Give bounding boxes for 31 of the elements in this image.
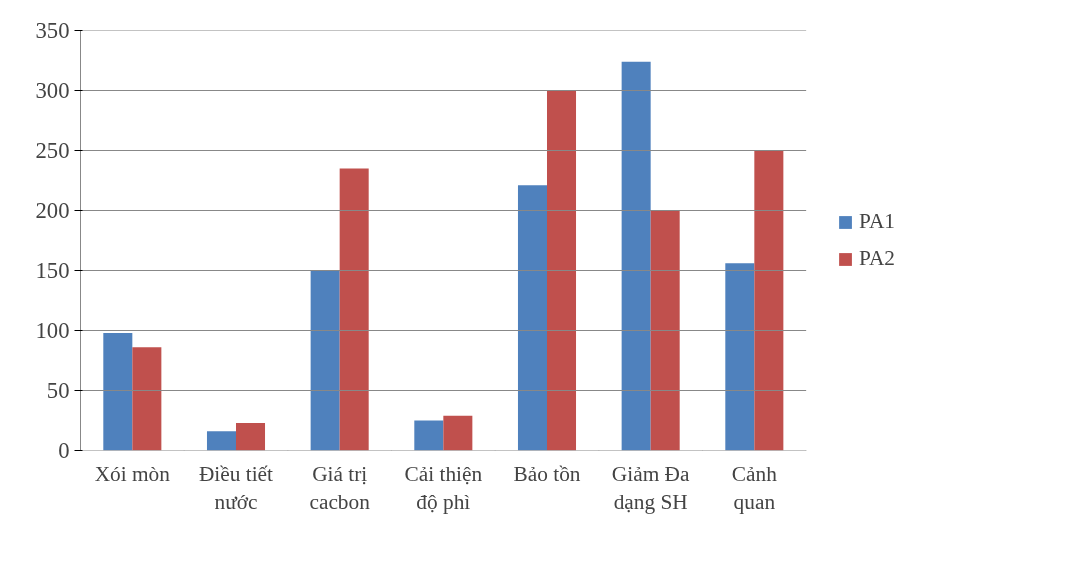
bar: [236, 422, 266, 451]
x-tick-label: Điều tiết nước: [198, 461, 274, 515]
bar: [339, 168, 369, 451]
x-tick-label: Giảm Đa dạng SH: [611, 461, 690, 515]
x-tick-label: Bảo tồn: [513, 461, 581, 486]
x-tick-label: Giá trị cacbon: [309, 461, 371, 515]
bar: [414, 420, 444, 451]
legend-label: PA2: [859, 246, 895, 271]
x-tick-label: Xói mòn: [94, 461, 171, 486]
bar: [621, 61, 651, 451]
y-tick-label: 50: [46, 378, 70, 403]
bar: [310, 270, 340, 451]
y-tick-label: 250: [35, 138, 70, 163]
x-tick-label: Cảnh quan: [731, 461, 778, 515]
bar: [206, 431, 236, 451]
x-tick-label: Cải thiện độ phì: [404, 461, 483, 515]
bar: [725, 263, 755, 451]
y-tick-label: 200: [35, 198, 70, 223]
y-tick-label: 350: [35, 18, 70, 43]
bar: [650, 210, 680, 451]
bar: [547, 90, 577, 451]
bar: [103, 332, 133, 451]
bar: [754, 150, 784, 451]
y-tick-label: 300: [35, 78, 70, 103]
bar: [443, 415, 473, 451]
y-tick-label: 100: [35, 318, 70, 343]
y-tick-label: 0: [58, 438, 70, 463]
bar: [517, 185, 547, 451]
bar: [132, 347, 162, 451]
y-tick-label: 150: [35, 258, 70, 283]
legend-label: PA1: [859, 209, 895, 234]
